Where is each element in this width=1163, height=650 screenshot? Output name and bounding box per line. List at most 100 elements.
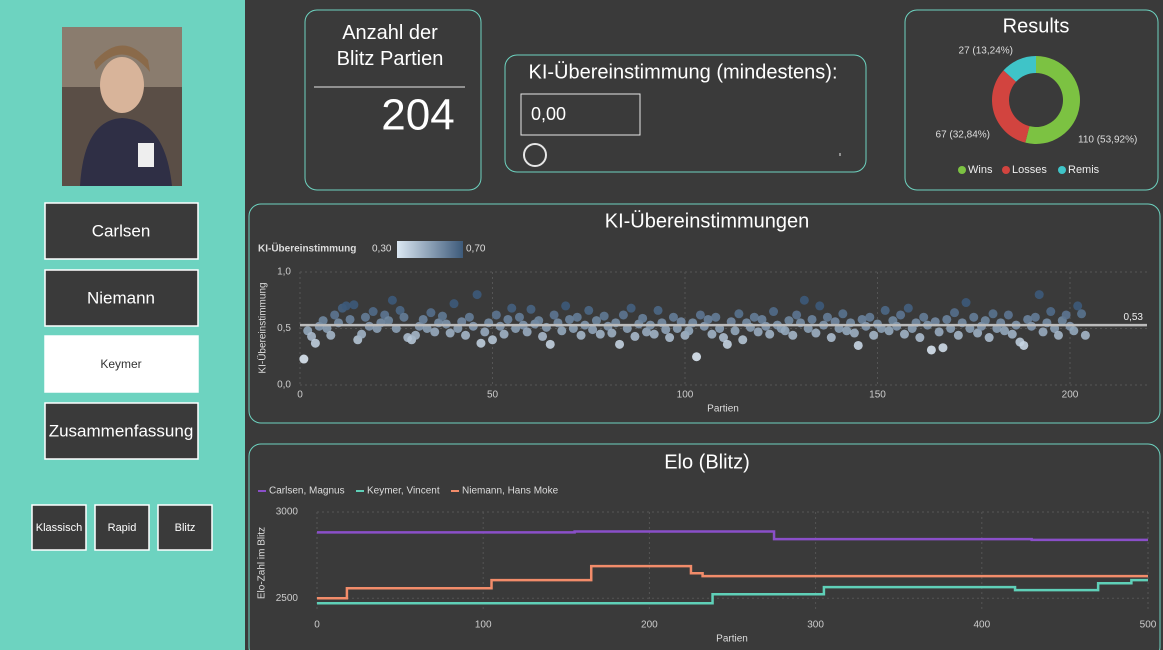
- y-tick-label: 0,5: [277, 323, 291, 334]
- data-point: [903, 303, 913, 313]
- legend-marker: [1058, 166, 1066, 174]
- data-point: [780, 326, 790, 336]
- data-point: [307, 331, 317, 341]
- x-tick-label: 200: [641, 620, 658, 631]
- data-point: [565, 314, 574, 324]
- series-line: [317, 530, 1148, 542]
- data-point: [753, 327, 763, 337]
- nav-button[interactable]: [44, 202, 199, 260]
- data-point: [857, 314, 867, 324]
- data-point: [430, 327, 440, 337]
- data-point: [626, 303, 636, 313]
- data-point: [765, 329, 775, 339]
- x-tick-label: 150: [869, 390, 886, 401]
- data-point: [938, 343, 948, 353]
- data-point: [538, 331, 548, 341]
- data-point: [584, 305, 594, 315]
- data-point: [969, 312, 979, 322]
- data-point: [618, 310, 628, 320]
- nav-button-label: Niemann: [87, 288, 155, 307]
- slicer-panel: [504, 54, 867, 173]
- mode-button-label: Rapid: [108, 522, 137, 534]
- color-legend-bar: [397, 241, 463, 258]
- nav-button[interactable]: [44, 335, 199, 393]
- results-panel: [904, 9, 1159, 191]
- data-point: [692, 352, 702, 362]
- data-point: [1061, 310, 1071, 320]
- slicer-input[interactable]: [520, 93, 641, 136]
- data-point: [499, 329, 509, 339]
- data-point: [722, 339, 732, 349]
- data-point: [1073, 301, 1083, 311]
- data-point: [514, 312, 524, 322]
- data-point: [815, 301, 825, 311]
- x-tick-label: 500: [1140, 620, 1157, 631]
- data-label: 27 (13,24%): [959, 46, 1013, 57]
- donut-slice: [1003, 56, 1036, 82]
- data-point: [811, 328, 821, 338]
- data-point: [919, 312, 929, 322]
- data-point: [1003, 310, 1013, 320]
- data-point: [1034, 290, 1044, 300]
- slider-handle[interactable]: [523, 143, 547, 167]
- mode-button[interactable]: [31, 504, 87, 551]
- y-tick-label: 3000: [276, 507, 299, 518]
- data-point: [310, 338, 320, 348]
- data-point: [738, 335, 748, 345]
- data-point: [1080, 330, 1090, 340]
- data-point: [973, 328, 983, 338]
- data-point: [822, 312, 832, 322]
- y-axis-label: Elo-Zahl im Blitz: [257, 527, 268, 599]
- data-point: [1069, 326, 1079, 336]
- data-point: [341, 301, 351, 311]
- data-point: [449, 299, 459, 309]
- card-value: 204: [381, 91, 454, 140]
- data-point: [549, 310, 559, 320]
- card-title-box: Anzahl der Blitz Partien: [336, 22, 444, 70]
- data-point: [807, 314, 817, 324]
- data-point: [734, 309, 744, 319]
- slicer-title: KI-Übereinstimmung (mindestens):: [529, 61, 838, 83]
- x-tick-label: 300: [807, 620, 824, 631]
- data-point: [507, 303, 517, 313]
- data-point: [953, 330, 963, 340]
- color-legend-min: 0,30: [372, 244, 392, 255]
- data-point: [684, 326, 694, 336]
- data-point: [853, 340, 863, 350]
- data-point: [526, 304, 536, 314]
- data-point: [480, 327, 490, 337]
- data-point: [869, 330, 879, 340]
- nav-button[interactable]: [44, 402, 199, 460]
- data-point: [561, 301, 571, 311]
- x-tick-label: 100: [677, 390, 694, 401]
- data-point: [730, 326, 740, 336]
- data-point: [426, 308, 436, 318]
- data-point: [557, 326, 567, 336]
- data-point: [522, 327, 532, 337]
- data-point: [769, 307, 779, 317]
- nav-button[interactable]: [44, 269, 199, 327]
- data-point: [899, 329, 909, 339]
- x-tick-label: 400: [973, 620, 990, 631]
- mode-button[interactable]: [94, 504, 150, 551]
- chart-title: Results: [1003, 15, 1070, 37]
- x-axis-label: Partien: [707, 404, 739, 415]
- mode-button[interactable]: [157, 504, 213, 551]
- nav-button-label: Zusammenfassung: [49, 421, 194, 440]
- data-point: [788, 330, 798, 340]
- line-panel: [248, 443, 1161, 650]
- data-point: [387, 295, 397, 305]
- data-point: [749, 312, 759, 322]
- data-label: 110 (53,92%): [1078, 135, 1137, 146]
- data-point: [318, 316, 328, 326]
- data-point: [630, 331, 640, 341]
- player-photo: [62, 27, 182, 186]
- data-point: [299, 354, 309, 364]
- data-point: [926, 345, 936, 355]
- data-point: [980, 316, 990, 326]
- y-tick-label: 0,0: [277, 380, 291, 391]
- card-title: Anzahl der Blitz Partien: [336, 22, 444, 70]
- data-point: [445, 328, 455, 338]
- slicer-input-text: 0,00: [531, 104, 566, 124]
- data-point: [838, 309, 848, 319]
